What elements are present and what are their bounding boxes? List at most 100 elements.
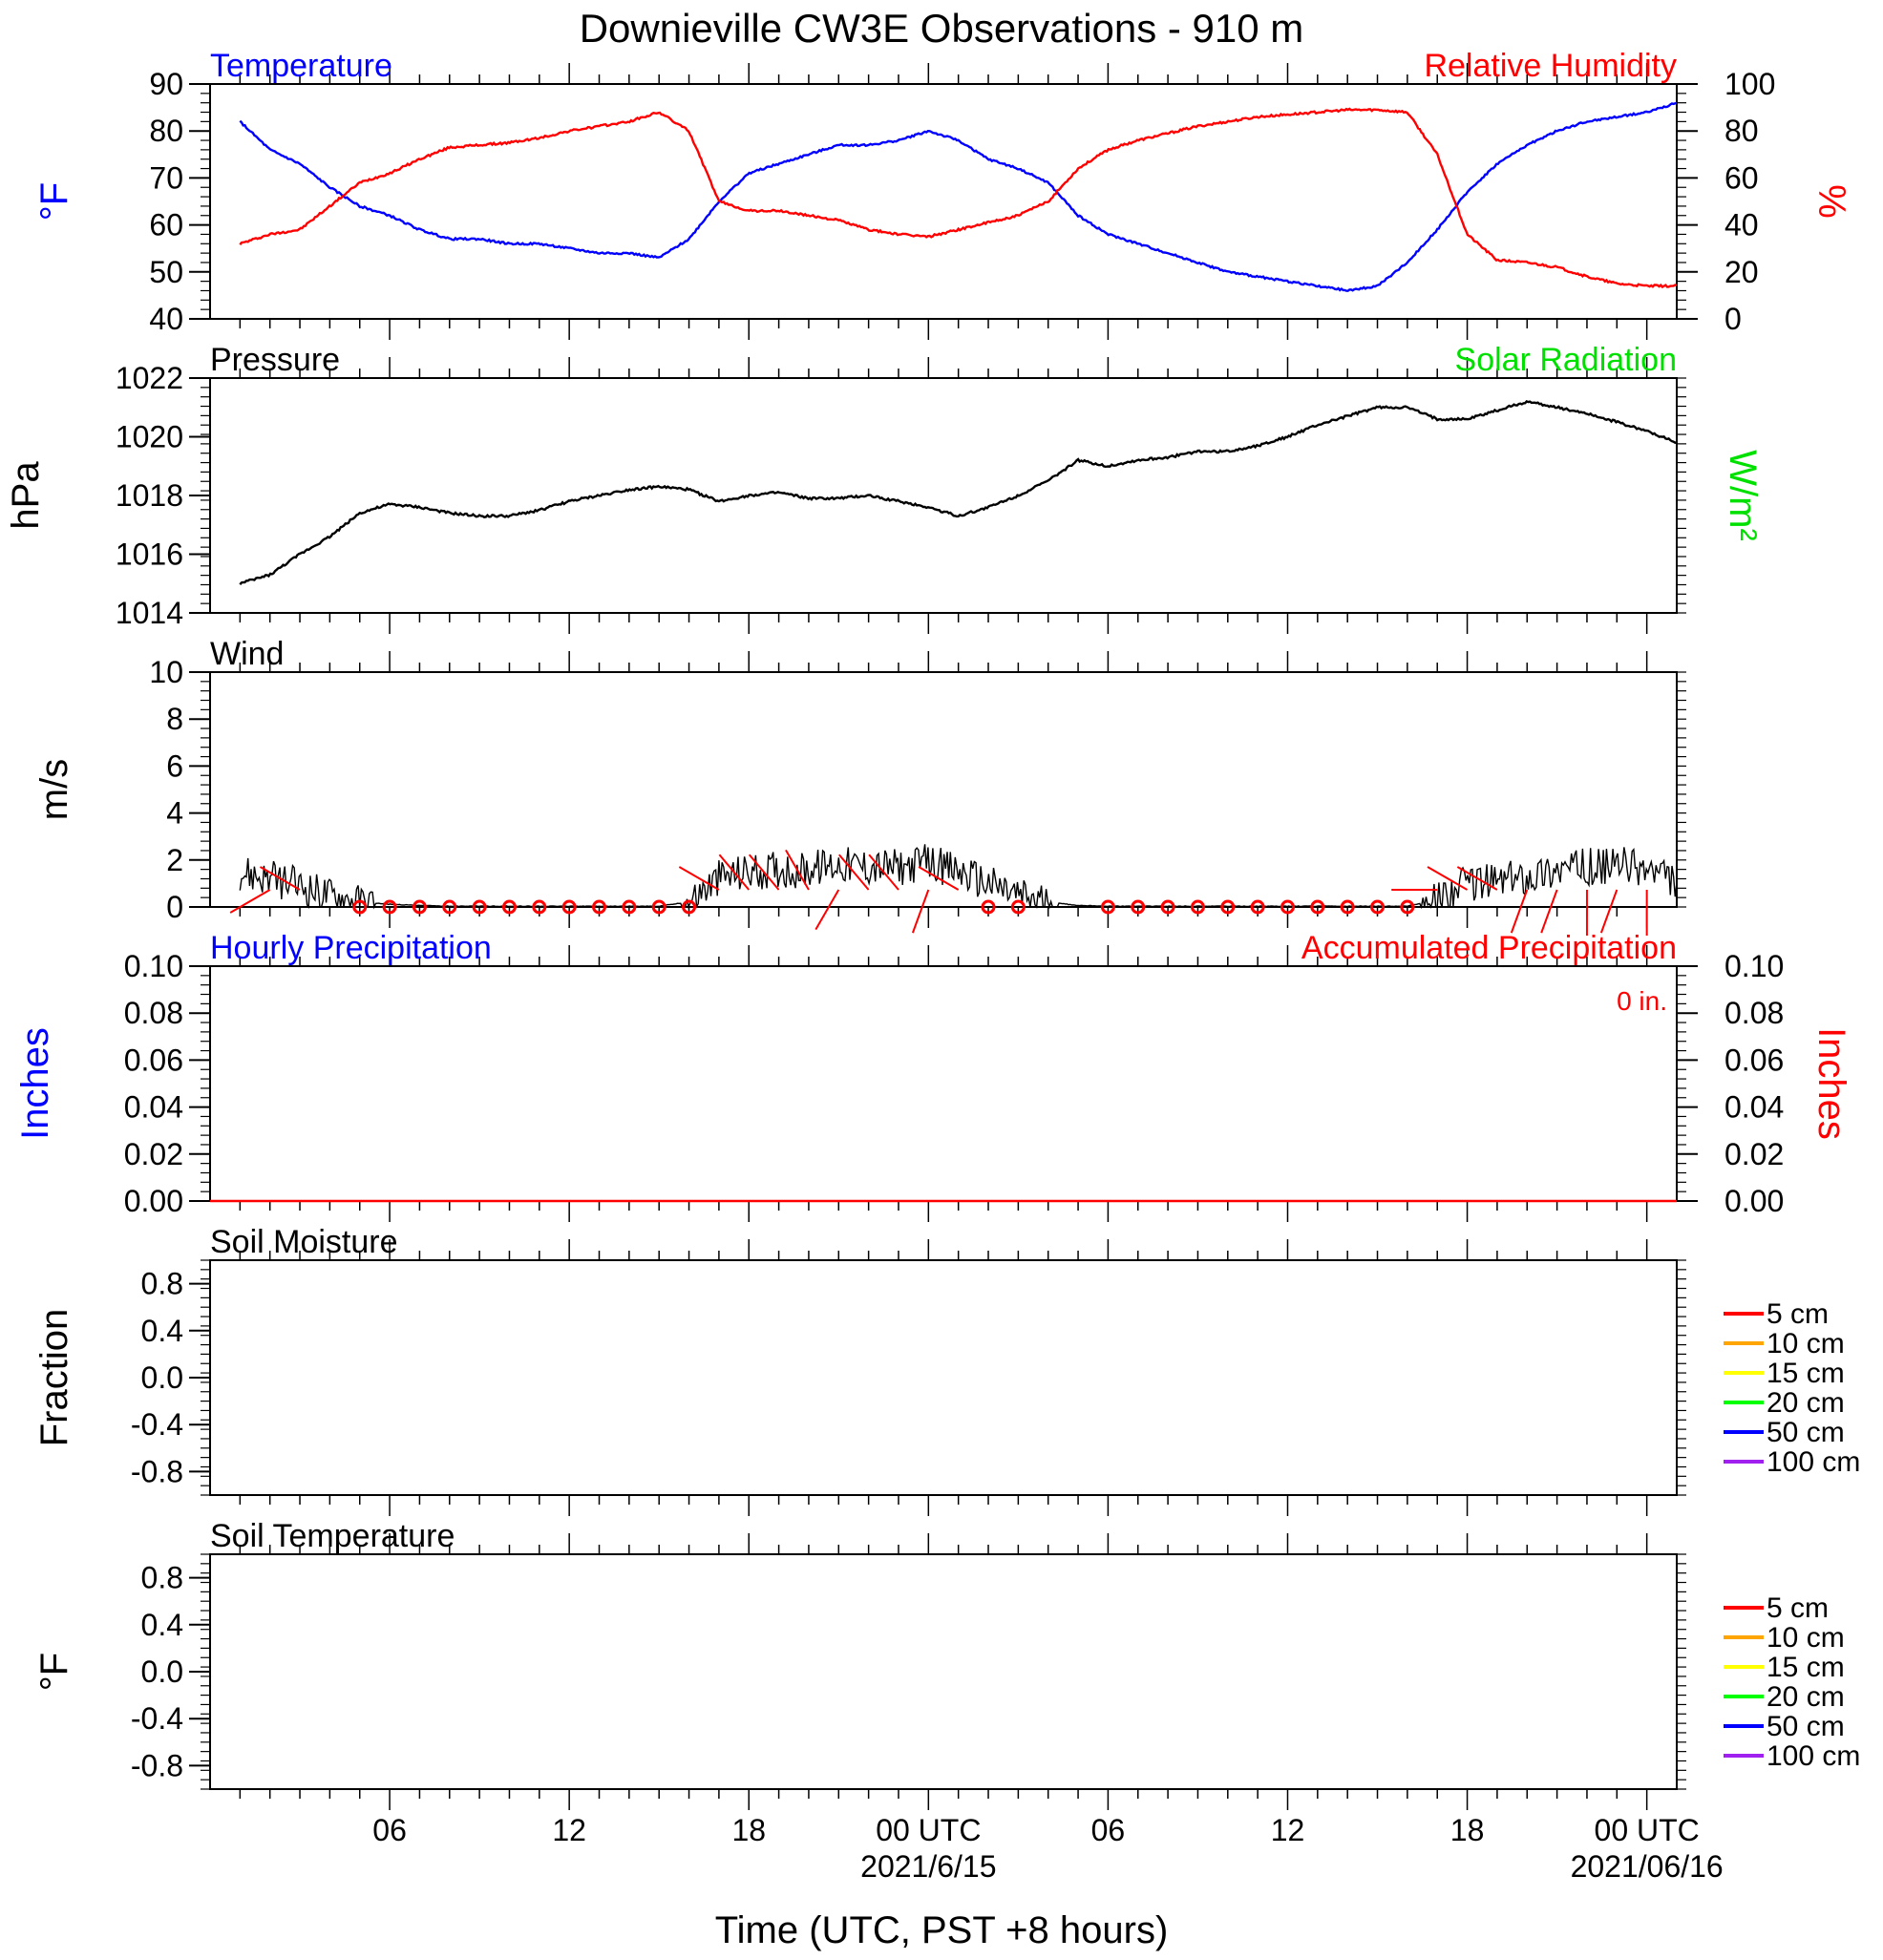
x-minor-ticks xyxy=(239,945,1648,1222)
y-tick-label: 0.10 xyxy=(124,949,183,983)
y-axis-label-right: % xyxy=(1810,184,1852,219)
y-tick-label: 0.02 xyxy=(124,1137,183,1171)
y-tick-label: -0.4 xyxy=(131,1407,183,1442)
plot-frame xyxy=(209,1259,1678,1496)
y-tick-label: 1020 xyxy=(116,420,183,454)
x-minor-ticks xyxy=(239,357,1648,634)
calm-circle xyxy=(1131,899,1146,915)
y-tick-label: 4 xyxy=(166,796,183,831)
calm-circle xyxy=(1280,899,1295,915)
x-axis-title: Time (UTC, PST +8 hours) xyxy=(715,1909,1169,1951)
y-tick-label: 70 xyxy=(149,160,183,195)
x-minor-ticks xyxy=(239,63,1648,340)
y-tick-label: 0.06 xyxy=(124,1043,183,1077)
y-tick-label-right: 0 xyxy=(1724,302,1742,336)
plot-frame xyxy=(209,965,1678,1202)
y-tick-label: 0.0 xyxy=(141,1654,183,1689)
y-tick-label: 8 xyxy=(166,702,183,736)
y-tick-label: 40 xyxy=(149,302,183,336)
panel-annotation: 0 in. xyxy=(1617,986,1667,1016)
y-tick-label: 0.04 xyxy=(124,1090,183,1125)
wind-barbs xyxy=(229,849,1648,936)
calm-circle xyxy=(501,899,517,915)
series-line-pressure xyxy=(239,399,1678,585)
y-tick-label: 10 xyxy=(149,655,183,689)
legend-label: 10 cm xyxy=(1767,1328,1845,1359)
x-minor-ticks xyxy=(239,1239,1648,1516)
y-right-ticks: 0.00 0.02 0.04 0.06 0.08 0.10 xyxy=(1677,949,1784,1218)
wind-barb xyxy=(748,854,780,891)
y-tick-label: 0.8 xyxy=(141,1267,183,1301)
wind-barb xyxy=(259,866,301,891)
wind-barb xyxy=(785,849,810,891)
y-right-ticks: 0 20 40 60 80 100 xyxy=(1677,67,1775,336)
x-tick-label: 12 xyxy=(1271,1813,1305,1847)
legend-label: 50 cm xyxy=(1767,1711,1845,1742)
y-left-ticks: -0.8 -0.4 0.0 0.4 0.8 xyxy=(131,1259,1686,1496)
y-tick-label: 0.8 xyxy=(141,1561,183,1595)
wind-barb xyxy=(1599,889,1619,934)
calm-circle xyxy=(1400,899,1415,915)
wind-barb xyxy=(815,889,840,931)
y-tick-label: -0.8 xyxy=(131,1748,183,1782)
panel-title-left: Temperature xyxy=(210,48,392,84)
y-tick-label-right: 80 xyxy=(1724,114,1759,148)
wind-barb xyxy=(838,854,870,891)
y-left-ticks: 40 50 60 70 80 90 xyxy=(149,67,1686,336)
y-tick-label: -0.4 xyxy=(131,1701,183,1736)
x-minor-ticks xyxy=(239,1533,1648,1810)
y-axis-label-right: Inches xyxy=(1810,1027,1852,1140)
y-tick-label-right: 0.04 xyxy=(1724,1090,1784,1125)
wind-barb xyxy=(918,866,960,891)
y-left-ticks: 0 2 4 6 8 10 xyxy=(149,655,1686,924)
panel-title-left: Wind xyxy=(210,636,284,672)
x-date-label: 2021/6/15 xyxy=(860,1849,996,1884)
panel-title-right: Accumulated Precipitation xyxy=(1301,930,1677,966)
wind-barb xyxy=(911,889,930,934)
wind-barb xyxy=(868,854,899,891)
y-tick-label: 50 xyxy=(149,255,183,289)
legend-label: 50 cm xyxy=(1767,1417,1845,1448)
y-axis-label-right: W/m² xyxy=(1722,450,1764,541)
y-tick-label-right: 0.02 xyxy=(1724,1137,1784,1171)
calm-circle xyxy=(561,899,577,915)
calm-circle xyxy=(532,899,547,915)
calm-circle xyxy=(1160,899,1175,915)
calm-circle xyxy=(592,899,607,915)
y-tick-label: 0.08 xyxy=(124,996,183,1030)
calm-circle xyxy=(352,899,368,915)
y-tick-label: 2 xyxy=(166,843,183,877)
y-tick-label-right: 60 xyxy=(1724,160,1759,195)
y-axis-label-left: Inches xyxy=(14,1027,56,1140)
x-tick-label: 00 UTC xyxy=(876,1813,981,1847)
x-date-label: 2021/06/16 xyxy=(1571,1849,1724,1884)
x-tick-label: 06 xyxy=(1091,1813,1126,1847)
y-tick-label: 80 xyxy=(149,114,183,148)
y-left-ticks: -0.8 -0.4 0.0 0.4 0.8 xyxy=(131,1553,1686,1790)
x-tick-label: 12 xyxy=(552,1813,586,1847)
calm-circle xyxy=(1250,899,1265,915)
y-tick-label: 90 xyxy=(149,67,183,101)
x-minor-ticks xyxy=(239,651,1648,928)
panel-soil-moisture: -0.8 -0.4 0.0 0.4 0.8 Soil Moisture Fraction 5 … xyxy=(33,1224,1860,1516)
y-tick-label-right: 0.10 xyxy=(1724,949,1784,983)
calm-circle xyxy=(981,899,996,915)
legend-label: 5 cm xyxy=(1767,1298,1829,1330)
wind-barb xyxy=(1510,889,1529,934)
panel-temp-rh: 40 50 60 70 80 90 0 20 40 60 80 100 Temperature Relat… xyxy=(33,48,1852,340)
y-tick-label: 1016 xyxy=(116,537,183,572)
y-tick-label: 0.4 xyxy=(141,1314,183,1348)
y-tick-label-right: 40 xyxy=(1724,208,1759,242)
panel-title-right: Relative Humidity xyxy=(1424,48,1677,84)
y-tick-label-right: 0.08 xyxy=(1724,996,1784,1030)
plot-frame xyxy=(209,671,1678,908)
calm-circle xyxy=(412,899,427,915)
wind-barb xyxy=(1427,866,1469,891)
calm-circle xyxy=(1100,899,1115,915)
plot-frame xyxy=(209,377,1678,614)
panel-title-right: Solar Radiation xyxy=(1455,342,1677,378)
